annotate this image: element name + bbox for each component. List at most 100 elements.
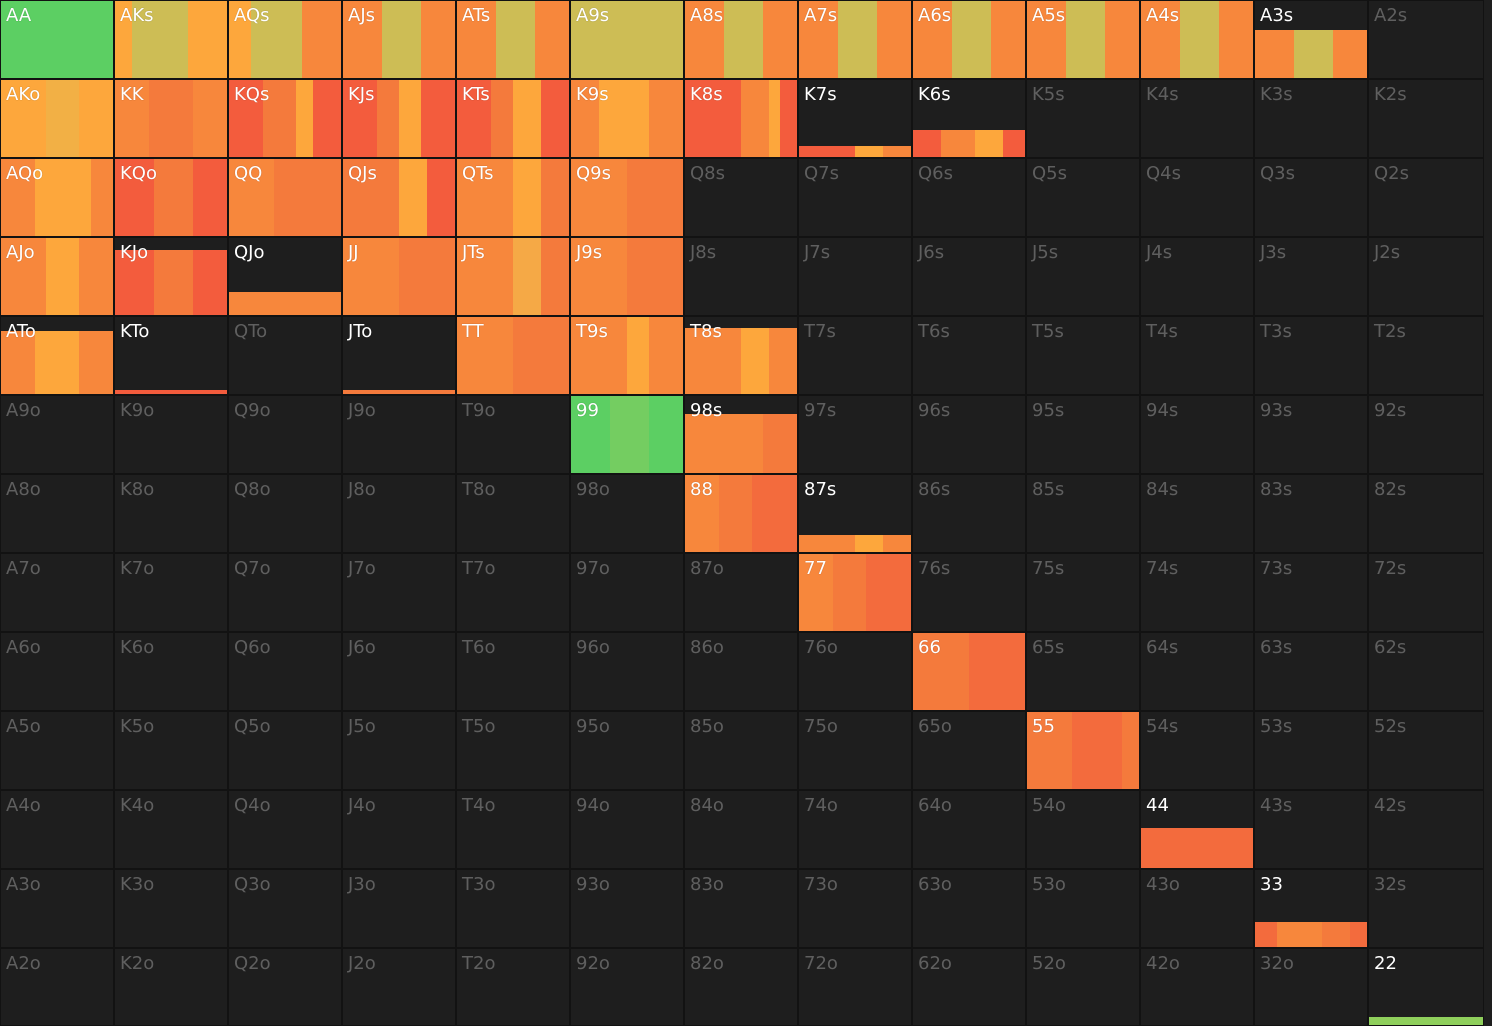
hand-cell-73o[interactable]: 73o xyxy=(798,869,912,948)
hand-cell-K5s[interactable]: K5s xyxy=(1026,79,1140,158)
hand-cell-54s[interactable]: 54s xyxy=(1140,711,1254,790)
hand-cell-84s[interactable]: 84s xyxy=(1140,474,1254,553)
hand-cell-K3o[interactable]: K3o xyxy=(114,869,228,948)
hand-cell-52o[interactable]: 52o xyxy=(1026,948,1140,1026)
hand-cell-64o[interactable]: 64o xyxy=(912,790,1026,869)
hand-cell-A4s[interactable]: A4s xyxy=(1140,0,1254,79)
hand-cell-52s[interactable]: 52s xyxy=(1368,711,1484,790)
hand-cell-A6o[interactable]: A6o xyxy=(0,632,114,711)
hand-cell-T4s[interactable]: T4s xyxy=(1140,316,1254,395)
hand-cell-93o[interactable]: 93o xyxy=(570,869,684,948)
hand-cell-K7o[interactable]: K7o xyxy=(114,553,228,632)
hand-cell-QQ[interactable]: QQ xyxy=(228,158,342,237)
hand-cell-ATo[interactable]: ATo xyxy=(0,316,114,395)
hand-cell-92o[interactable]: 92o xyxy=(570,948,684,1026)
hand-cell-72s[interactable]: 72s xyxy=(1368,553,1484,632)
hand-cell-22[interactable]: 22 xyxy=(1368,948,1484,1026)
hand-cell-K5o[interactable]: K5o xyxy=(114,711,228,790)
hand-cell-75s[interactable]: 75s xyxy=(1026,553,1140,632)
hand-cell-T5s[interactable]: T5s xyxy=(1026,316,1140,395)
hand-cell-83s[interactable]: 83s xyxy=(1254,474,1368,553)
hand-cell-KTs[interactable]: KTs xyxy=(456,79,570,158)
hand-cell-A2o[interactable]: A2o xyxy=(0,948,114,1026)
hand-cell-Q4o[interactable]: Q4o xyxy=(228,790,342,869)
hand-cell-K6o[interactable]: K6o xyxy=(114,632,228,711)
hand-cell-Q5o[interactable]: Q5o xyxy=(228,711,342,790)
hand-cell-T9s[interactable]: T9s xyxy=(570,316,684,395)
hand-cell-AJs[interactable]: AJs xyxy=(342,0,456,79)
hand-cell-K9s[interactable]: K9s xyxy=(570,79,684,158)
hand-cell-AQo[interactable]: AQo xyxy=(0,158,114,237)
hand-cell-62o[interactable]: 62o xyxy=(912,948,1026,1026)
hand-cell-76o[interactable]: 76o xyxy=(798,632,912,711)
hand-cell-J2s[interactable]: J2s xyxy=(1368,237,1484,316)
hand-cell-97o[interactable]: 97o xyxy=(570,553,684,632)
hand-cell-76s[interactable]: 76s xyxy=(912,553,1026,632)
hand-cell-J3o[interactable]: J3o xyxy=(342,869,456,948)
hand-cell-AA[interactable]: AA xyxy=(0,0,114,79)
hand-cell-85s[interactable]: 85s xyxy=(1026,474,1140,553)
hand-cell-Q7s[interactable]: Q7s xyxy=(798,158,912,237)
hand-cell-97s[interactable]: 97s xyxy=(798,395,912,474)
hand-cell-JTs[interactable]: JTs xyxy=(456,237,570,316)
hand-cell-Q8s[interactable]: Q8s xyxy=(684,158,798,237)
hand-cell-42s[interactable]: 42s xyxy=(1368,790,1484,869)
hand-cell-84o[interactable]: 84o xyxy=(684,790,798,869)
hand-cell-85o[interactable]: 85o xyxy=(684,711,798,790)
hand-cell-42o[interactable]: 42o xyxy=(1140,948,1254,1026)
hand-cell-ATs[interactable]: ATs xyxy=(456,0,570,79)
hand-cell-43o[interactable]: 43o xyxy=(1140,869,1254,948)
hand-cell-K2o[interactable]: K2o xyxy=(114,948,228,1026)
hand-cell-A7o[interactable]: A7o xyxy=(0,553,114,632)
hand-cell-T3s[interactable]: T3s xyxy=(1254,316,1368,395)
hand-cell-Q6o[interactable]: Q6o xyxy=(228,632,342,711)
hand-cell-T7o[interactable]: T7o xyxy=(456,553,570,632)
hand-cell-T2o[interactable]: T2o xyxy=(456,948,570,1026)
hand-cell-73s[interactable]: 73s xyxy=(1254,553,1368,632)
hand-cell-98s[interactable]: 98s xyxy=(684,395,798,474)
hand-cell-53o[interactable]: 53o xyxy=(1026,869,1140,948)
hand-cell-32s[interactable]: 32s xyxy=(1368,869,1484,948)
hand-cell-53s[interactable]: 53s xyxy=(1254,711,1368,790)
hand-cell-J4s[interactable]: J4s xyxy=(1140,237,1254,316)
hand-cell-T9o[interactable]: T9o xyxy=(456,395,570,474)
hand-cell-KJo[interactable]: KJo xyxy=(114,237,228,316)
hand-cell-J5s[interactable]: J5s xyxy=(1026,237,1140,316)
hand-cell-K9o[interactable]: K9o xyxy=(114,395,228,474)
hand-cell-QJo[interactable]: QJo xyxy=(228,237,342,316)
hand-cell-KQo[interactable]: KQo xyxy=(114,158,228,237)
hand-cell-QJs[interactable]: QJs xyxy=(342,158,456,237)
hand-cell-A5s[interactable]: A5s xyxy=(1026,0,1140,79)
hand-cell-55[interactable]: 55 xyxy=(1026,711,1140,790)
hand-cell-A7s[interactable]: A7s xyxy=(798,0,912,79)
hand-cell-K7s[interactable]: K7s xyxy=(798,79,912,158)
hand-cell-A3o[interactable]: A3o xyxy=(0,869,114,948)
hand-cell-QTs[interactable]: QTs xyxy=(456,158,570,237)
hand-cell-JJ[interactable]: JJ xyxy=(342,237,456,316)
hand-cell-AKs[interactable]: AKs xyxy=(114,0,228,79)
hand-cell-32o[interactable]: 32o xyxy=(1254,948,1368,1026)
hand-cell-Q2s[interactable]: Q2s xyxy=(1368,158,1484,237)
hand-cell-Q3o[interactable]: Q3o xyxy=(228,869,342,948)
hand-cell-96o[interactable]: 96o xyxy=(570,632,684,711)
hand-cell-J3s[interactable]: J3s xyxy=(1254,237,1368,316)
hand-cell-K4o[interactable]: K4o xyxy=(114,790,228,869)
hand-cell-QTo[interactable]: QTo xyxy=(228,316,342,395)
hand-cell-T5o[interactable]: T5o xyxy=(456,711,570,790)
hand-cell-J7s[interactable]: J7s xyxy=(798,237,912,316)
hand-cell-K2s[interactable]: K2s xyxy=(1368,79,1484,158)
hand-cell-JTo[interactable]: JTo xyxy=(342,316,456,395)
hand-cell-88[interactable]: 88 xyxy=(684,474,798,553)
hand-cell-Q9o[interactable]: Q9o xyxy=(228,395,342,474)
hand-cell-92s[interactable]: 92s xyxy=(1368,395,1484,474)
hand-cell-86s[interactable]: 86s xyxy=(912,474,1026,553)
hand-cell-Q6s[interactable]: Q6s xyxy=(912,158,1026,237)
hand-cell-T6s[interactable]: T6s xyxy=(912,316,1026,395)
hand-cell-A3s[interactable]: A3s xyxy=(1254,0,1368,79)
hand-cell-74s[interactable]: 74s xyxy=(1140,553,1254,632)
hand-cell-T3o[interactable]: T3o xyxy=(456,869,570,948)
hand-cell-KJs[interactable]: KJs xyxy=(342,79,456,158)
hand-cell-72o[interactable]: 72o xyxy=(798,948,912,1026)
hand-cell-KK[interactable]: KK xyxy=(114,79,228,158)
hand-cell-87o[interactable]: 87o xyxy=(684,553,798,632)
